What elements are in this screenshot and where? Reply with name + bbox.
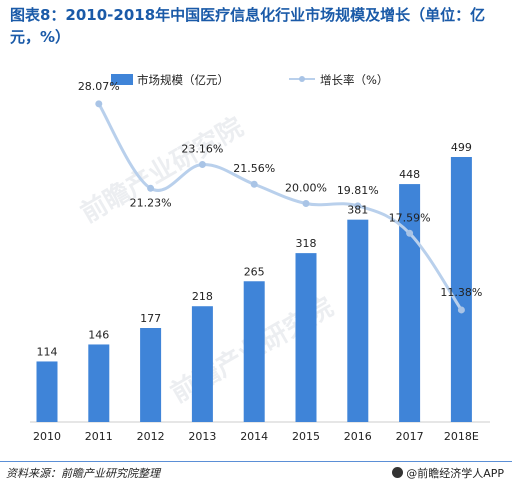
x-tick-label: 2010 bbox=[33, 430, 61, 443]
bar-value-label: 318 bbox=[296, 237, 317, 250]
bar-value-label: 448 bbox=[399, 168, 420, 181]
legend: 市场规模（亿元） 增长率（%） bbox=[111, 73, 388, 87]
rate-point-2011 bbox=[95, 100, 103, 108]
legend-line-label: 增长率（%） bbox=[320, 73, 388, 87]
x-tick-label: 2016 bbox=[344, 430, 372, 443]
x-tick-label: 2017 bbox=[396, 430, 424, 443]
brand-logo-icon bbox=[392, 467, 404, 478]
rate-value-label: 17.59% bbox=[389, 211, 431, 224]
x-tick-label: 2011 bbox=[85, 430, 113, 443]
x-tick-label: 2018E bbox=[444, 430, 479, 443]
bar-2013 bbox=[191, 306, 213, 422]
rate-point-2016 bbox=[354, 202, 362, 210]
bar-value-label: 218 bbox=[192, 290, 213, 303]
footer-divider bbox=[0, 461, 512, 462]
x-tick-label: 2014 bbox=[240, 430, 268, 443]
legend-bar-swatch bbox=[111, 74, 133, 85]
bar-2014 bbox=[243, 281, 265, 422]
bar-2010 bbox=[36, 361, 58, 422]
rate-value-label: 21.23% bbox=[130, 196, 172, 209]
x-tick-label: 2013 bbox=[188, 430, 216, 443]
bar-2011 bbox=[88, 344, 110, 422]
bar-2015 bbox=[295, 253, 317, 422]
chart-title: 图表8：2010-2018年中国医疗信息化行业市场规模及增长（单位：亿元，%） bbox=[10, 6, 486, 46]
rate-point-2013 bbox=[198, 160, 206, 168]
rate-point-2017 bbox=[406, 229, 414, 237]
rate-value-label: 19.81% bbox=[337, 184, 379, 197]
rate-value-label: 11.38% bbox=[440, 286, 482, 299]
source-note: 资料来源：前瞻产业研究院整理 bbox=[6, 467, 160, 480]
rate-value-label: 28.07% bbox=[78, 80, 120, 93]
brand-credit: @前瞻经济学人APP bbox=[392, 465, 504, 481]
brand-text: @前瞻经济学人APP bbox=[406, 467, 504, 480]
bar-2012 bbox=[140, 328, 162, 422]
bar-value-label: 265 bbox=[244, 265, 265, 278]
rate-value-label: 20.00% bbox=[285, 182, 327, 195]
bar-value-label: 381 bbox=[347, 204, 368, 217]
bar-2017 bbox=[399, 184, 421, 422]
bar-2016 bbox=[347, 219, 369, 422]
bar-value-label: 177 bbox=[140, 312, 161, 325]
rate-point-2012 bbox=[147, 184, 155, 192]
rate-point-2014 bbox=[250, 180, 258, 188]
rate-value-label: 21.56% bbox=[233, 162, 275, 175]
legend-bar-label: 市场规模（亿元） bbox=[137, 73, 229, 87]
legend-line-marker bbox=[299, 76, 305, 82]
bar-value-label: 499 bbox=[451, 141, 472, 154]
bar-value-label: 146 bbox=[88, 328, 109, 341]
bar-value-label: 114 bbox=[37, 345, 58, 358]
rate-point-2018E bbox=[457, 306, 465, 314]
bar-2018E bbox=[450, 157, 472, 422]
rate-point-2015 bbox=[302, 200, 310, 207]
rate-value-label: 23.16% bbox=[181, 142, 223, 155]
x-tick-label: 2015 bbox=[292, 430, 320, 443]
x-tick-label: 2012 bbox=[137, 430, 165, 443]
